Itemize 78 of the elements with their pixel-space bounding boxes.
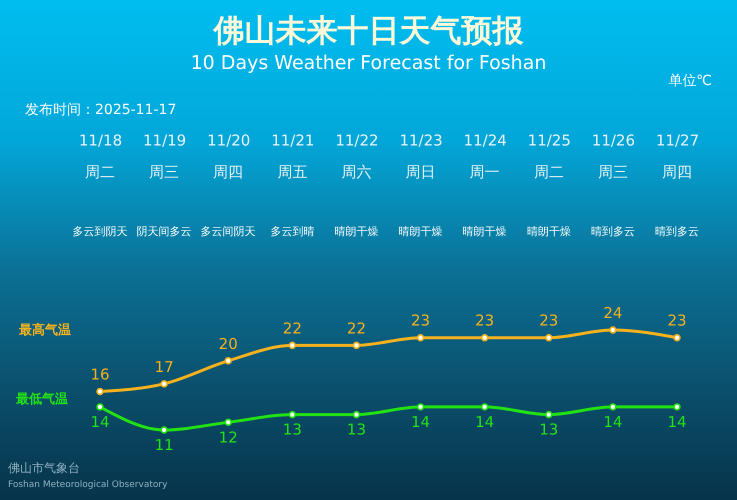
text: 晴朗干燥 bbox=[398, 225, 443, 238]
text: Foshan Meteorological Observatory bbox=[8, 480, 168, 490]
point bbox=[673, 403, 681, 411]
point bbox=[545, 410, 552, 418]
data-label: 20 bbox=[218, 334, 238, 353]
point bbox=[416, 334, 424, 342]
data-label: 23 bbox=[411, 312, 430, 330]
text: 多云到晴 bbox=[270, 225, 314, 238]
text: 晴朗干燥 bbox=[462, 225, 507, 238]
data-label: 14 bbox=[411, 412, 430, 431]
x-tick-label: 11/25 bbox=[528, 132, 571, 150]
chart-subtitle: 10 Days Weather Forecast for Foshan bbox=[190, 52, 546, 74]
data-label: 13 bbox=[346, 420, 366, 439]
point bbox=[96, 388, 104, 396]
point bbox=[352, 342, 360, 350]
text: 最低气温 bbox=[15, 392, 68, 407]
data-label: 22 bbox=[346, 319, 366, 338]
point bbox=[224, 357, 232, 364]
point bbox=[288, 410, 296, 418]
point bbox=[545, 334, 552, 342]
text: 多云到阴天 bbox=[72, 225, 128, 238]
data-label: 13 bbox=[282, 420, 302, 439]
data-label: 13 bbox=[539, 420, 558, 439]
point bbox=[352, 410, 360, 418]
text: 佛山市气象台 bbox=[8, 461, 80, 475]
x-tick-label: 11/19 bbox=[142, 132, 186, 150]
text: 发布时间：2025-11-17 bbox=[25, 102, 176, 118]
text: 周五 bbox=[277, 163, 308, 181]
point bbox=[288, 342, 296, 350]
data-label: 12 bbox=[218, 428, 238, 446]
point bbox=[673, 334, 681, 342]
x-tick-label: 11/23 bbox=[399, 132, 443, 150]
text: 周四 bbox=[662, 163, 692, 181]
x-tick-label: 11/18 bbox=[78, 132, 122, 150]
x-tick-label: 11/21 bbox=[271, 132, 314, 150]
point bbox=[96, 403, 104, 411]
text: 晴到多云 bbox=[655, 225, 699, 238]
text: 周三 bbox=[598, 163, 628, 181]
point bbox=[609, 326, 617, 334]
data-label: 14 bbox=[603, 412, 622, 431]
point bbox=[224, 418, 232, 426]
data-label: 17 bbox=[154, 358, 174, 376]
x-tick-label: 11/24 bbox=[464, 132, 507, 150]
text: 周三 bbox=[149, 163, 180, 181]
text: 最高气温 bbox=[18, 322, 71, 338]
data-label: 14 bbox=[90, 412, 110, 431]
text: 阴天间多云 bbox=[136, 225, 192, 238]
point bbox=[609, 403, 617, 411]
point bbox=[480, 403, 488, 411]
data-label: 24 bbox=[603, 304, 622, 322]
x-tick-label: 11/22 bbox=[335, 132, 379, 150]
text: 晴到多云 bbox=[590, 225, 635, 238]
text: 周一 bbox=[470, 163, 500, 181]
x-tick-label: 11/27 bbox=[656, 132, 700, 150]
chart-title: 佛山未来十日天气预报 bbox=[212, 13, 524, 49]
text: 多云间阴天 bbox=[200, 225, 256, 238]
point bbox=[416, 403, 424, 411]
text: 周二 bbox=[85, 163, 115, 181]
data-label: 14 bbox=[475, 412, 494, 431]
point bbox=[160, 380, 168, 388]
text: 周二 bbox=[534, 163, 564, 181]
text: 单位℃ bbox=[668, 73, 712, 89]
point bbox=[160, 426, 168, 434]
data-label: 23 bbox=[539, 312, 558, 330]
data-label: 22 bbox=[282, 319, 302, 338]
data-label: 23 bbox=[667, 312, 687, 330]
data-label: 11 bbox=[154, 436, 174, 454]
text: 晴朗干燥 bbox=[526, 225, 571, 238]
text: 周四 bbox=[213, 163, 244, 181]
data-label: 14 bbox=[667, 412, 687, 431]
point bbox=[480, 334, 488, 342]
data-label: 16 bbox=[90, 366, 110, 384]
x-tick-label: 11/20 bbox=[207, 132, 250, 150]
text: 周日 bbox=[406, 163, 436, 181]
x-tick-label: 11/26 bbox=[592, 132, 636, 150]
text: 周六 bbox=[341, 163, 372, 181]
text: 晴朗干燥 bbox=[334, 225, 378, 238]
data-label: 23 bbox=[475, 312, 494, 330]
